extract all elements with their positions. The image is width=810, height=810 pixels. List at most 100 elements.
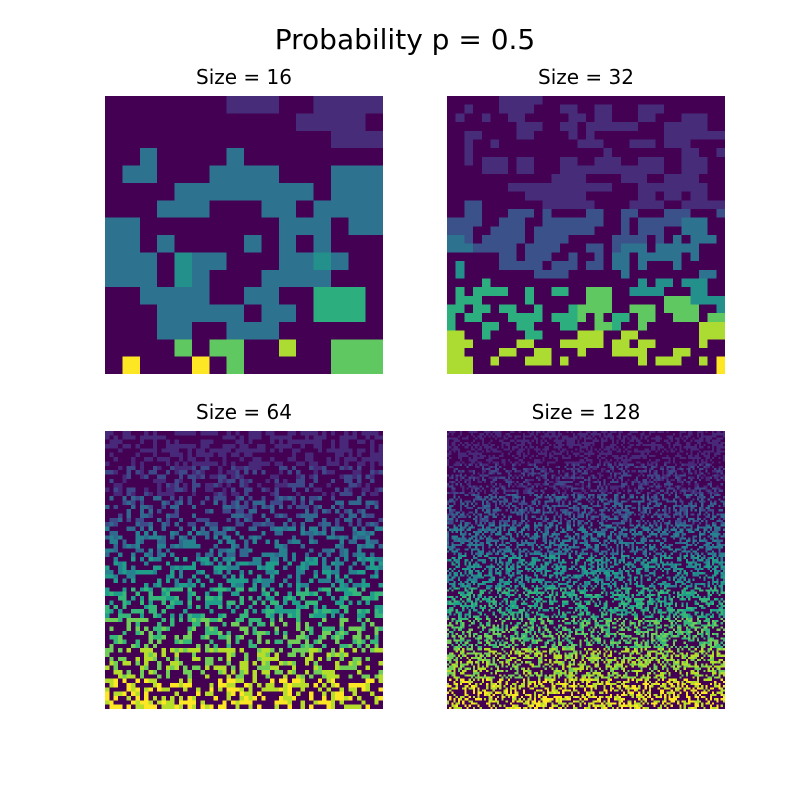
- heatmap-cell: [222, 656, 227, 662]
- heatmap-cell: [196, 444, 201, 449]
- heatmap-cell: [464, 278, 474, 288]
- heatmap-cell: [330, 570, 336, 575]
- heatmap-cell: [152, 574, 158, 579]
- heatmap-cell: [313, 148, 332, 166]
- heatmap-cell: [365, 543, 371, 549]
- heatmap-cell: [369, 530, 375, 536]
- heatmap-cell: [209, 500, 214, 505]
- heatmap-cell: [131, 561, 136, 566]
- heatmap-cell: [109, 678, 114, 684]
- heatmap-cell: [612, 365, 621, 374]
- heatmap-cell: [144, 474, 149, 479]
- heatmap-cell: [261, 674, 266, 679]
- heatmap-cell: [577, 104, 587, 114]
- heatmap-cell: [594, 321, 604, 331]
- heatmap-cell: [191, 570, 197, 575]
- heatmap-cell: [473, 182, 482, 192]
- heatmap-cell: [122, 548, 127, 553]
- heatmap-cell: [183, 578, 188, 584]
- heatmap-cell: [113, 578, 119, 584]
- heatmap-cell: [559, 321, 569, 331]
- heatmap-cell: [118, 552, 123, 558]
- heatmap-cell: [222, 591, 227, 597]
- heatmap-cell: [300, 570, 305, 575]
- heatmap-cell: [183, 552, 188, 558]
- heatmap-cell: [551, 287, 561, 296]
- heatmap-cell: [131, 522, 136, 527]
- heatmap-cell: [152, 556, 158, 562]
- heatmap-cell: [313, 596, 318, 601]
- heatmap-cell: [135, 539, 140, 545]
- heatmap-cell: [191, 656, 197, 662]
- heatmap-cell: [222, 548, 227, 553]
- heatmap-cell: [291, 661, 297, 666]
- heatmap-cell: [698, 304, 708, 314]
- heatmap-cell: [490, 295, 500, 305]
- heatmap-cell: [330, 457, 336, 462]
- heatmap-cell: [178, 474, 184, 479]
- heatmap-cell: [378, 448, 383, 453]
- heatmap-cell: [361, 552, 366, 558]
- heatmap-cell: [217, 591, 223, 597]
- heatmap-cell: [118, 487, 123, 492]
- heatmap-cell: [235, 635, 240, 640]
- heatmap-cell: [330, 613, 336, 618]
- heatmap-cell: [356, 596, 362, 601]
- heatmap-cell: [568, 174, 578, 184]
- heatmap-cell: [300, 639, 305, 644]
- heatmap-cell: [620, 330, 630, 340]
- heatmap-cell: [109, 444, 114, 449]
- heatmap-cell: [352, 604, 358, 610]
- heatmap-cell: [374, 439, 379, 445]
- heatmap-cell: [577, 122, 587, 131]
- heatmap-cell: [187, 604, 192, 610]
- heatmap-cell: [248, 565, 253, 571]
- heatmap-cell: [244, 578, 249, 584]
- heatmap-cell: [300, 522, 305, 527]
- heatmap-cell: [200, 556, 205, 562]
- heatmap-cell: [161, 570, 166, 575]
- heatmap-cell: [122, 509, 127, 514]
- heatmap-cell: [131, 452, 136, 458]
- heatmap-cell: [200, 565, 205, 571]
- heatmap-cell: [481, 208, 491, 218]
- heatmap-cell: [309, 570, 314, 575]
- heatmap-cell: [131, 617, 136, 623]
- heatmap-cell: [122, 630, 127, 636]
- heatmap-cell: [638, 165, 647, 175]
- heatmap-cell: [213, 635, 219, 640]
- heatmap-cell: [213, 548, 219, 553]
- heatmap-cell: [178, 643, 184, 649]
- heatmap-cell: [222, 491, 227, 497]
- heatmap-cell: [226, 148, 245, 166]
- heatmap-cell: [170, 656, 175, 662]
- heatmap-cell: [568, 217, 578, 227]
- heatmap-cell: [348, 235, 366, 253]
- heatmap-cell: [196, 474, 201, 479]
- heatmap-cell: [118, 678, 123, 684]
- heatmap-cell: [300, 661, 305, 666]
- heatmap-cell: [481, 347, 491, 357]
- heatmap-cell: [291, 604, 297, 610]
- heatmap-cell: [672, 182, 682, 192]
- heatmap-cell: [226, 457, 232, 462]
- heatmap-cell: [278, 661, 284, 666]
- heatmap-cell: [612, 330, 621, 340]
- heatmap-cell: [239, 609, 245, 614]
- heatmap-cell: [135, 530, 140, 536]
- heatmap-cell: [226, 509, 232, 514]
- heatmap-cell: [109, 561, 114, 566]
- heatmap-cell: [339, 448, 344, 453]
- heatmap-cell: [135, 496, 140, 501]
- heatmap-cell: [326, 617, 331, 623]
- heatmap-cell: [516, 96, 526, 105]
- heatmap-cell: [170, 596, 175, 601]
- heatmap-cell: [222, 552, 227, 558]
- heatmap-cell: [296, 661, 301, 666]
- heatmap-cell: [248, 626, 253, 631]
- heatmap-cell: [126, 504, 132, 510]
- heatmap-cell: [113, 500, 119, 505]
- heatmap-cell: [317, 483, 323, 488]
- heatmap-cell: [525, 139, 535, 149]
- heatmap-cell: [473, 130, 482, 140]
